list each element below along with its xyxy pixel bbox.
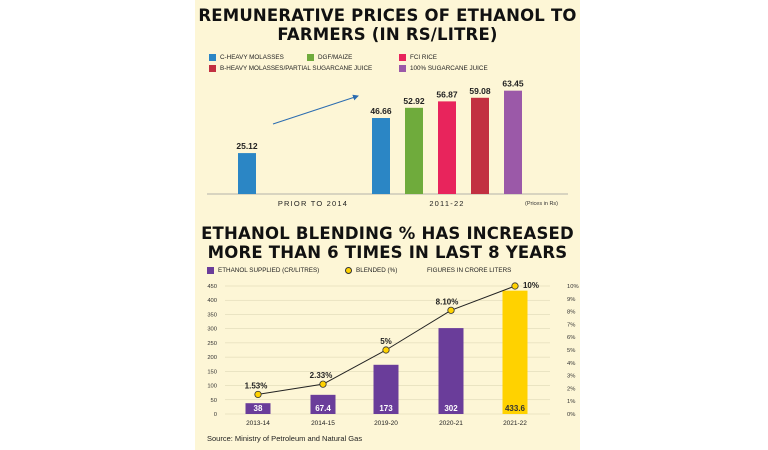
bar-2011-22-1 bbox=[405, 107, 423, 194]
bar-2021-22 bbox=[502, 290, 528, 414]
bar-value-label: 46.66 bbox=[370, 106, 392, 116]
chart1-title: REMUNERATIVE PRICES OF ETHANOL TO FARMER… bbox=[198, 6, 577, 44]
blended-point-2021-22 bbox=[511, 282, 519, 290]
blended-label: 10% bbox=[523, 281, 539, 290]
bar-value-label: 173 bbox=[379, 404, 393, 413]
bar-value-label: 67.4 bbox=[315, 404, 331, 413]
legend-item-ethanol-supplied: ETHANOL SUPPLIED (CR/LITRES) bbox=[207, 267, 319, 274]
legend-figures-note: FIGURES IN CRORE LITERS bbox=[427, 267, 512, 274]
x-tick-label: 2014-15 bbox=[311, 420, 335, 427]
y-right-tick: 8% bbox=[567, 310, 575, 316]
y-left-tick: 250 bbox=[207, 341, 217, 347]
bar-value-label: 38 bbox=[254, 404, 263, 413]
source-note: Source: Ministry of Petroleum and Natura… bbox=[207, 434, 363, 443]
y-right-tick: 7% bbox=[567, 322, 575, 328]
y-right-tick: 10% bbox=[567, 284, 579, 290]
y-left-tick: 50 bbox=[211, 398, 217, 404]
y-left-tick: 100 bbox=[207, 384, 217, 390]
y-left-tick: 400 bbox=[207, 298, 217, 304]
y-left-tick: 350 bbox=[207, 312, 217, 318]
group-label: PRIOR TO 2014 bbox=[278, 199, 348, 208]
y-right-tick: 2% bbox=[567, 386, 575, 392]
bar-value-label: 63.45 bbox=[502, 79, 524, 89]
y-right-tick: 4% bbox=[567, 361, 575, 367]
legend-item-blended: BLENDED (%) bbox=[345, 267, 397, 274]
bar-value-label: 56.87 bbox=[436, 89, 458, 99]
infographic-panel: REMUNERATIVE PRICES OF ETHANOL TO FARMER… bbox=[195, 0, 580, 450]
bar-2011-22-2 bbox=[438, 101, 456, 194]
legend-item-dgf-maize: DGF/MAIZE bbox=[307, 54, 352, 61]
blended-label: 1.53% bbox=[245, 381, 268, 390]
chart2-plot: 0 50 100 150 200 250 300 350 400 450 0% 1% 2% 3% 4% 5% 6… bbox=[207, 281, 579, 427]
y-left-tick: 450 bbox=[207, 284, 217, 290]
bar-value-label: 59.08 bbox=[469, 86, 491, 96]
bar-2011-22-3 bbox=[471, 97, 489, 194]
blended-point-2020-21 bbox=[447, 306, 455, 314]
y-right-tick: 5% bbox=[567, 348, 575, 354]
bar-2013-14 bbox=[245, 403, 271, 414]
y-right-tick: 1% bbox=[567, 399, 575, 405]
y-right-tick: 9% bbox=[567, 297, 575, 303]
x-tick-label: 2019-20 bbox=[374, 420, 398, 427]
blended-label: 8.10% bbox=[436, 297, 459, 306]
group-label: 2011-22 bbox=[429, 199, 464, 208]
x-tick-label: 2020-21 bbox=[439, 420, 463, 427]
bar-prior-to-2014-0 bbox=[238, 153, 256, 194]
bar-2011-22-4 bbox=[504, 90, 522, 194]
y-left-tick: 150 bbox=[207, 369, 217, 375]
legend-item-fci-rice: FCI RICE bbox=[399, 54, 437, 61]
y-left-tick: 0 bbox=[214, 412, 217, 418]
y-left-tick: 200 bbox=[207, 355, 217, 361]
legend-item-b-heavy: B-HEAVY MOLASSES/PARTIAL SUGARCANE JUICE bbox=[209, 65, 372, 72]
bar-2014-15 bbox=[310, 394, 336, 414]
legend-item-sugarcane-juice: 100% SUGARCANE JUICE bbox=[399, 65, 488, 72]
chart2-title: ETHANOL BLENDING % HAS INCREASED MORE TH… bbox=[201, 224, 574, 262]
bar-value-label: 302 bbox=[444, 404, 458, 413]
legend-item-c-heavy: C-HEAVY MOLASSES bbox=[209, 54, 284, 61]
y-right-tick: 6% bbox=[567, 335, 575, 341]
bar-2011-22-0 bbox=[372, 118, 390, 194]
bar-2019-20 bbox=[373, 364, 399, 414]
blended-point-2013-14 bbox=[254, 390, 262, 399]
trend-arrow bbox=[272, 94, 359, 125]
bar-value-label: 25.12 bbox=[236, 141, 258, 151]
blended-label: 5% bbox=[380, 337, 392, 346]
blended-point-2014-15 bbox=[319, 380, 327, 388]
prices-note: (Prices in Rs) bbox=[525, 201, 558, 207]
x-tick-label: 2021-22 bbox=[503, 420, 527, 427]
y-right-tick: 0% bbox=[567, 412, 575, 418]
bar-value-label: 433.6 bbox=[505, 404, 526, 413]
y-right-tick: 3% bbox=[567, 374, 575, 380]
bar-2020-21 bbox=[438, 328, 464, 414]
blended-point-2019-20 bbox=[382, 346, 390, 354]
blended-label: 2.33% bbox=[310, 371, 333, 380]
chart1-plot: 25.12 PRIOR TO 2014 46.66 52.92 56.87 59.08 63… bbox=[207, 79, 568, 208]
bar-value-label: 52.92 bbox=[403, 96, 425, 106]
y-left-tick: 300 bbox=[207, 327, 217, 333]
x-tick-label: 2013-14 bbox=[246, 420, 270, 427]
